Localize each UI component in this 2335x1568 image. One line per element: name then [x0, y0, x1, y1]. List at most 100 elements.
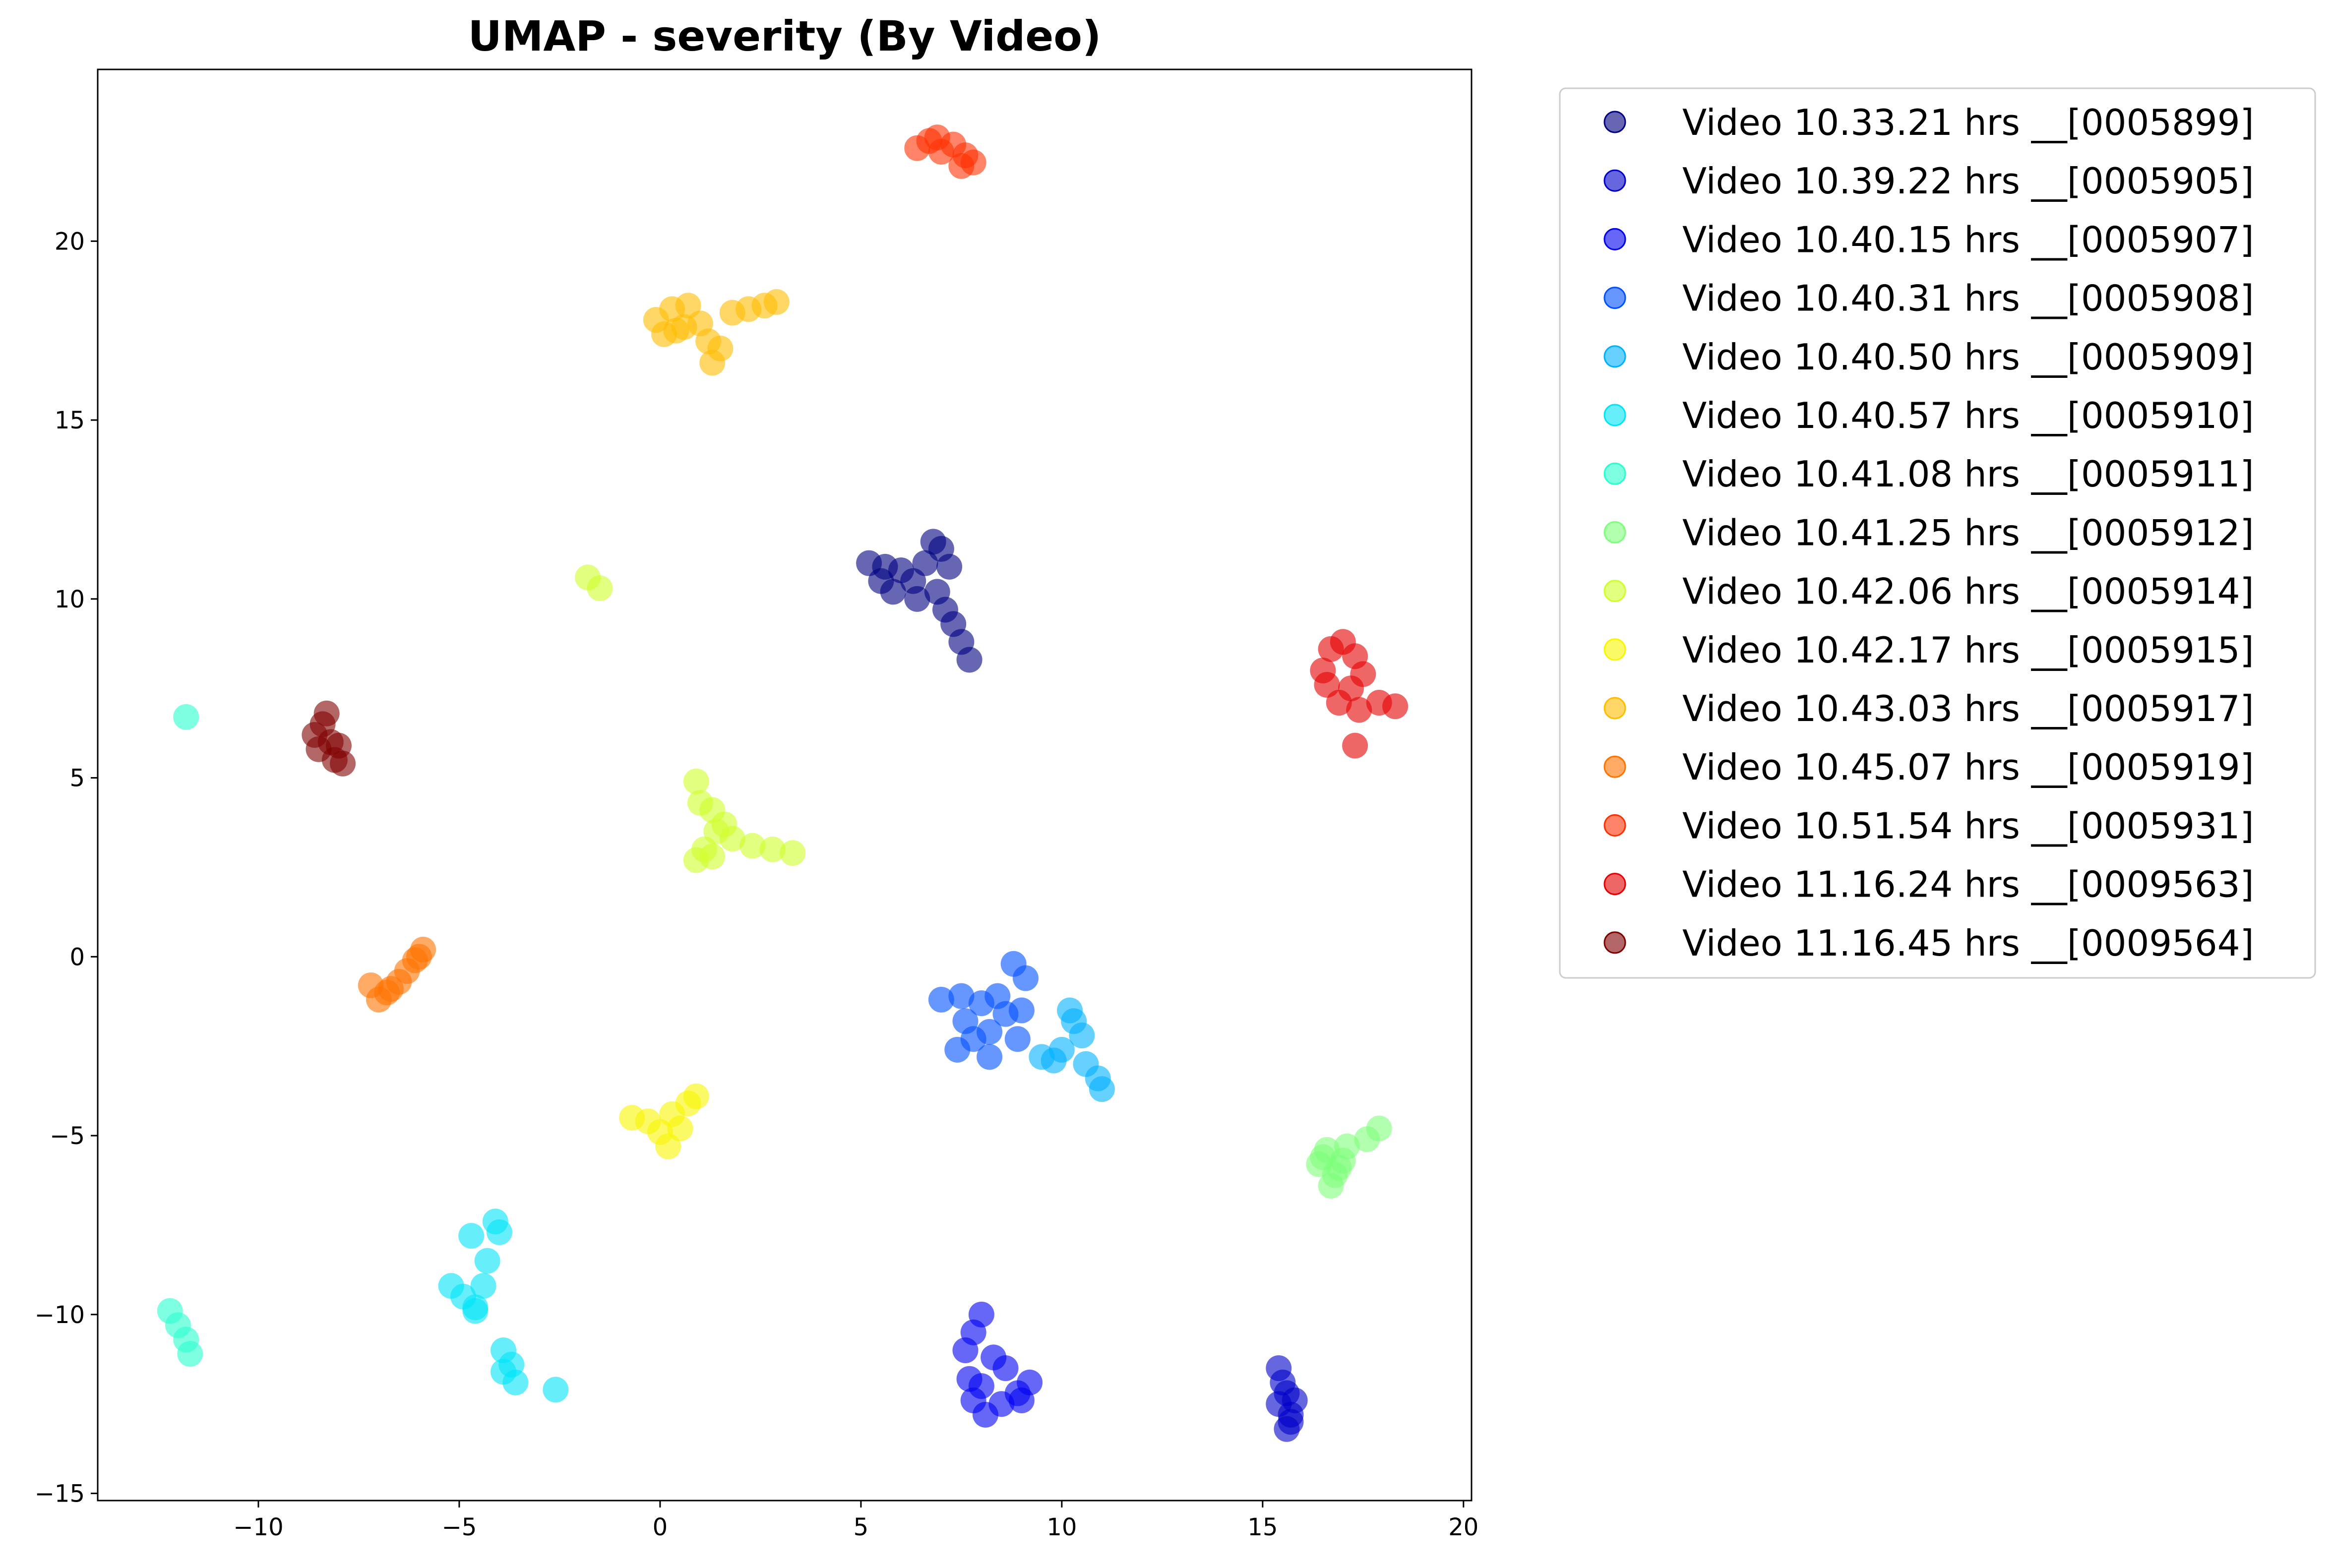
legend-marker — [1603, 228, 1626, 250]
scatter-point — [587, 575, 613, 602]
scatter-point — [543, 1377, 569, 1403]
scatter-point — [1342, 732, 1368, 759]
legend-marker — [1603, 521, 1626, 543]
scatter-point — [491, 1359, 517, 1385]
x-tick-label: −10 — [233, 1513, 283, 1541]
x-tick-label: 0 — [653, 1513, 668, 1541]
scatter-point — [663, 317, 689, 344]
y-tick-label: −5 — [50, 1122, 85, 1150]
scatter-point — [1366, 1115, 1392, 1142]
legend-marker — [1603, 111, 1626, 133]
scatter-point — [1004, 1026, 1031, 1052]
y-tick-label: 10 — [55, 586, 85, 613]
scatter-point — [904, 586, 930, 612]
scatter-point — [313, 700, 340, 726]
legend-label: Video 11.16.45 hrs __[0009564] — [1682, 922, 2254, 964]
scatter-point — [458, 1223, 485, 1249]
legend-label: Video 10.41.08 hrs __[0005911] — [1682, 453, 2254, 495]
scatter-point — [177, 1341, 203, 1367]
scatter-point — [1310, 1144, 1336, 1170]
scatter-point — [1346, 697, 1372, 723]
scatter-point — [1318, 1173, 1344, 1199]
legend-marker — [1603, 287, 1626, 309]
legend-entry: Video 10.40.31 hrs __[0005908] — [1603, 278, 2254, 319]
y-tick-label: −10 — [35, 1301, 85, 1329]
legend-frame — [1559, 87, 2316, 979]
scatter-point — [948, 153, 975, 179]
y-tick-label: 5 — [69, 765, 85, 792]
y-tick-label: 15 — [55, 407, 85, 434]
scatter-point — [948, 983, 975, 1009]
legend-label: Video 10.51.54 hrs __[0005931] — [1682, 805, 2254, 846]
scatter-point — [936, 553, 963, 580]
points-layer — [157, 124, 1409, 1442]
legend-label: Video 10.45.07 hrs __[0005919] — [1682, 746, 2254, 788]
scatter-point — [759, 836, 786, 862]
x-tick-label: 20 — [1448, 1513, 1478, 1541]
x-tick-label: 10 — [1046, 1513, 1077, 1541]
chart-title: UMAP - severity (By Video) — [468, 12, 1102, 60]
legend-entry: Video 10.45.07 hrs __[0005919] — [1603, 746, 2254, 788]
legend-entry: Video 10.40.50 hrs __[0005909] — [1603, 336, 2254, 378]
scatter-point — [1314, 671, 1340, 698]
scatter-point — [952, 1337, 979, 1363]
legend-marker — [1603, 345, 1626, 368]
scatter-point — [928, 986, 954, 1013]
legend-entry: Video 10.42.06 hrs __[0005914] — [1603, 571, 2254, 612]
scatter-point — [1008, 1387, 1035, 1413]
scatter-point — [325, 732, 352, 759]
x-tick-label: 15 — [1247, 1513, 1278, 1541]
scatter-point — [406, 944, 432, 970]
legend-entry: Video 10.39.22 hrs __[0005905] — [1603, 160, 2254, 202]
scatter-point — [968, 1373, 994, 1399]
scatter-point — [462, 1298, 489, 1324]
scatter-point — [924, 124, 950, 151]
legend: Video 10.33.21 hrs __[0005899] Video 10.3… — [1559, 87, 2316, 979]
x-tick-label: 5 — [854, 1513, 869, 1541]
legend-marker — [1603, 931, 1626, 954]
legend-label: Video 10.42.06 hrs __[0005914] — [1682, 571, 2254, 612]
legend-entry: Video 11.16.24 hrs __[0009563] — [1603, 864, 2254, 905]
y-tick-label: −15 — [35, 1480, 85, 1508]
scatter-point — [763, 289, 790, 315]
scatter-point — [1330, 1147, 1356, 1174]
scatter-point — [1382, 693, 1409, 720]
legend-label: Video 10.39.22 hrs __[0005905] — [1682, 160, 2254, 202]
legend-label: Video 10.40.57 hrs __[0005910] — [1682, 395, 2254, 436]
scatter-point — [952, 1008, 979, 1034]
legend-entry: Video 10.41.25 hrs __[0005912] — [1603, 512, 2254, 553]
scatter-point — [302, 722, 328, 748]
legend-label: Video 10.43.03 hrs __[0005917] — [1682, 688, 2254, 729]
y-tick-label: 20 — [55, 228, 85, 255]
scatter-point — [474, 1248, 500, 1274]
axis-ticks: −10 −5 0 5 10 15 20 −15 −10 −5 0 5 10 15 20 — [35, 228, 1479, 1541]
legend-entry: Video 10.40.57 hrs __[0005910] — [1603, 395, 2254, 436]
legend-marker — [1603, 404, 1626, 426]
x-tick-label: −5 — [442, 1513, 477, 1541]
legend-marker — [1603, 169, 1626, 192]
plot-frame — [97, 68, 1473, 1502]
scatter-point — [956, 647, 983, 673]
scatter-point — [1270, 1369, 1296, 1395]
scatter-point — [780, 840, 806, 866]
legend-marker — [1603, 873, 1626, 896]
legend-marker — [1603, 638, 1626, 661]
legend-label: Video 10.40.15 hrs __[0005907] — [1682, 219, 2254, 260]
legend-entry: Video 10.51.54 hrs __[0005931] — [1603, 805, 2254, 846]
legend-entry: Video 11.16.45 hrs __[0009564] — [1603, 922, 2254, 964]
scatter-point — [1008, 997, 1035, 1024]
scatter-point — [378, 976, 404, 1002]
legend-marker — [1603, 580, 1626, 603]
scatter-point — [486, 1219, 512, 1245]
scatter-point — [981, 1344, 1007, 1371]
scatter-point — [977, 1044, 1003, 1070]
legend-entry: Video 10.41.08 hrs __[0005911] — [1603, 453, 2254, 495]
legend-entry: Video 10.42.17 hrs __[0005915] — [1603, 629, 2254, 671]
scatter-point — [944, 1036, 971, 1063]
legend-label: Video 10.40.50 hrs __[0005909] — [1682, 336, 2254, 378]
legend-entry: Video 10.33.21 hrs __[0005899] — [1603, 102, 2254, 143]
y-tick-label: 0 — [69, 943, 85, 971]
scatter-point — [1012, 965, 1039, 991]
scatter-point — [880, 579, 906, 605]
